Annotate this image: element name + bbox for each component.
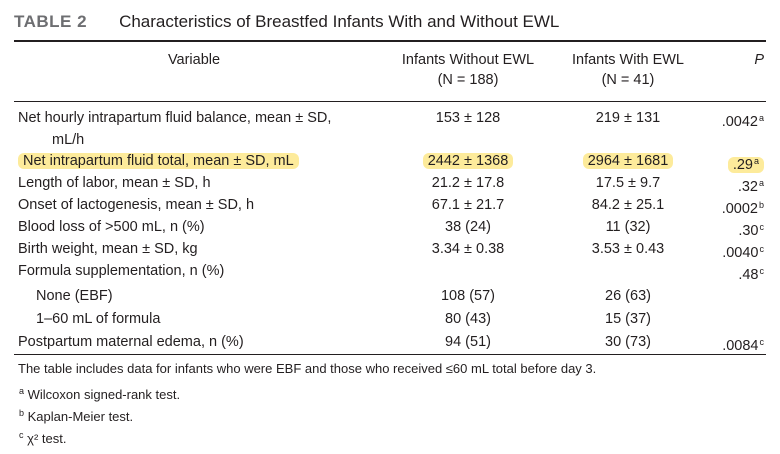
- cell-without-ewl: 21.2 ± 17.8: [431, 175, 505, 191]
- header-with-ewl: Infants With EWL (N = 41): [548, 50, 708, 90]
- cell-with-ewl: 2964 ± 1681: [548, 150, 708, 172]
- header-with-ewl-name: Infants With EWL: [571, 52, 684, 68]
- table-caption: Characteristics of Breastfed Infants Wit…: [119, 12, 560, 31]
- cell-variable: Formula supplementation, n (%): [18, 263, 225, 279]
- cell-without-ewl: 94 (51): [445, 334, 491, 350]
- table-title: TABLE 2 Characteristics of Breastfed Inf…: [14, 12, 559, 32]
- table-row: Postpartum maternal edema, n (%) 94 (51) 3…: [14, 331, 766, 354]
- table-row: Length of labor, mean ± SD, h 21.2 ± 17.8…: [14, 172, 766, 195]
- table-row: 1–60 mL of formula 80 (43) 15 (37): [14, 308, 766, 330]
- cell-with-ewl: 17.5 ± 9.7: [595, 175, 661, 191]
- cell-with-ewl: 11 (32): [605, 219, 651, 235]
- cell-p-value: .30c: [738, 222, 765, 239]
- header-with-ewl-n: (N = 41): [601, 72, 655, 88]
- cell-p-value: .29a: [708, 150, 764, 176]
- cell-without-ewl: 2442 ± 1368: [388, 150, 548, 172]
- footnote-marker: a: [753, 156, 759, 166]
- table-row: Net intrapartum fluid total, mean ± SD, …: [14, 150, 766, 173]
- cell-with-ewl: 15 (37): [605, 311, 651, 327]
- cell-with-ewl: 219 ± 131: [595, 110, 661, 126]
- cell-variable: Onset of lactogenesis, mean ± SD, h: [18, 197, 255, 213]
- header-rule: [14, 101, 766, 102]
- cell-variable: Blood loss of >500 mL, n (%): [18, 219, 205, 235]
- cell-p-value: .32a: [737, 178, 764, 195]
- cell-with-ewl: 30 (73): [605, 334, 651, 350]
- cell-with-ewl: 26 (63): [605, 288, 651, 304]
- header-without-ewl-name: Infants Without EWL: [401, 52, 535, 68]
- bottom-rule: [14, 354, 766, 355]
- cell-variable: 1–60 mL of formula: [36, 311, 161, 327]
- cell-with-ewl: 3.53 ± 0.43: [591, 241, 665, 257]
- cell-p-value: .0002b: [721, 200, 764, 217]
- cell-variable: Postpartum maternal edema, n (%): [18, 334, 244, 350]
- cell-with-ewl: 84.2 ± 25.1: [591, 197, 665, 213]
- cell-without-ewl: 80 (43): [445, 311, 491, 327]
- cell-variable: Birth weight, mean ± SD, kg: [18, 241, 198, 257]
- footnote-marker: a: [758, 113, 764, 123]
- table-row: Blood loss of >500 mL, n (%) 38 (24) 11 (3…: [14, 216, 766, 239]
- footnote-marker: c: [759, 222, 765, 232]
- footnote-note: The table includes data for infants who …: [18, 361, 597, 376]
- cell-without-ewl: 153 ± 128: [435, 110, 501, 126]
- footnote-a: a Wilcoxon signed-rank test.: [19, 386, 181, 402]
- footnote-marker: c: [759, 266, 765, 276]
- header-variable: Variable: [167, 52, 221, 68]
- cell-p-value: .0040c: [722, 244, 765, 261]
- cell-without-ewl: 3.34 ± 0.38: [431, 241, 505, 257]
- cell-without-ewl: 108 (57): [440, 288, 495, 304]
- cell-variable: Net hourly intrapartum fluid balance, me…: [18, 107, 388, 151]
- cell-variable: Length of labor, mean ± SD, h: [18, 175, 211, 191]
- footnote-marker: b: [758, 200, 764, 210]
- footnote-marker: c: [759, 244, 765, 254]
- cell-variable-continued: mL/h: [52, 132, 85, 148]
- footnote-c: c χ² test.: [19, 430, 67, 446]
- table-row: Birth weight, mean ± SD, kg 3.34 ± 0.38 3.…: [14, 238, 766, 261]
- cell-without-ewl: 38 (24): [445, 219, 491, 235]
- table-row: None (EBF) 108 (57) 26 (63): [14, 285, 766, 307]
- cell-p-value: .0042a: [721, 113, 764, 130]
- table-row: Formula supplementation, n (%) .48c: [14, 260, 766, 283]
- footnote-marker: a: [758, 178, 764, 188]
- footnote-b: b Kaplan-Meier test.: [19, 408, 134, 424]
- header-without-ewl: Infants Without EWL (N = 188): [388, 50, 548, 90]
- header-p-value: P: [754, 52, 764, 68]
- footnote-marker: c: [759, 337, 765, 347]
- cell-variable: Net intrapartum fluid total, mean ± SD, …: [18, 150, 388, 172]
- table-row: Net hourly intrapartum fluid balance, me…: [14, 107, 766, 148]
- top-rule: [14, 40, 766, 42]
- cell-p-value: .48c: [738, 266, 765, 283]
- table-row: Onset of lactogenesis, mean ± SD, h 67.1 …: [14, 194, 766, 217]
- header-without-ewl-n: (N = 188): [437, 72, 499, 88]
- cell-p-value: .0084c: [722, 337, 765, 354]
- cell-variable: None (EBF): [36, 288, 113, 304]
- cell-without-ewl: 67.1 ± 21.7: [431, 197, 505, 213]
- table-label: TABLE 2: [14, 12, 88, 31]
